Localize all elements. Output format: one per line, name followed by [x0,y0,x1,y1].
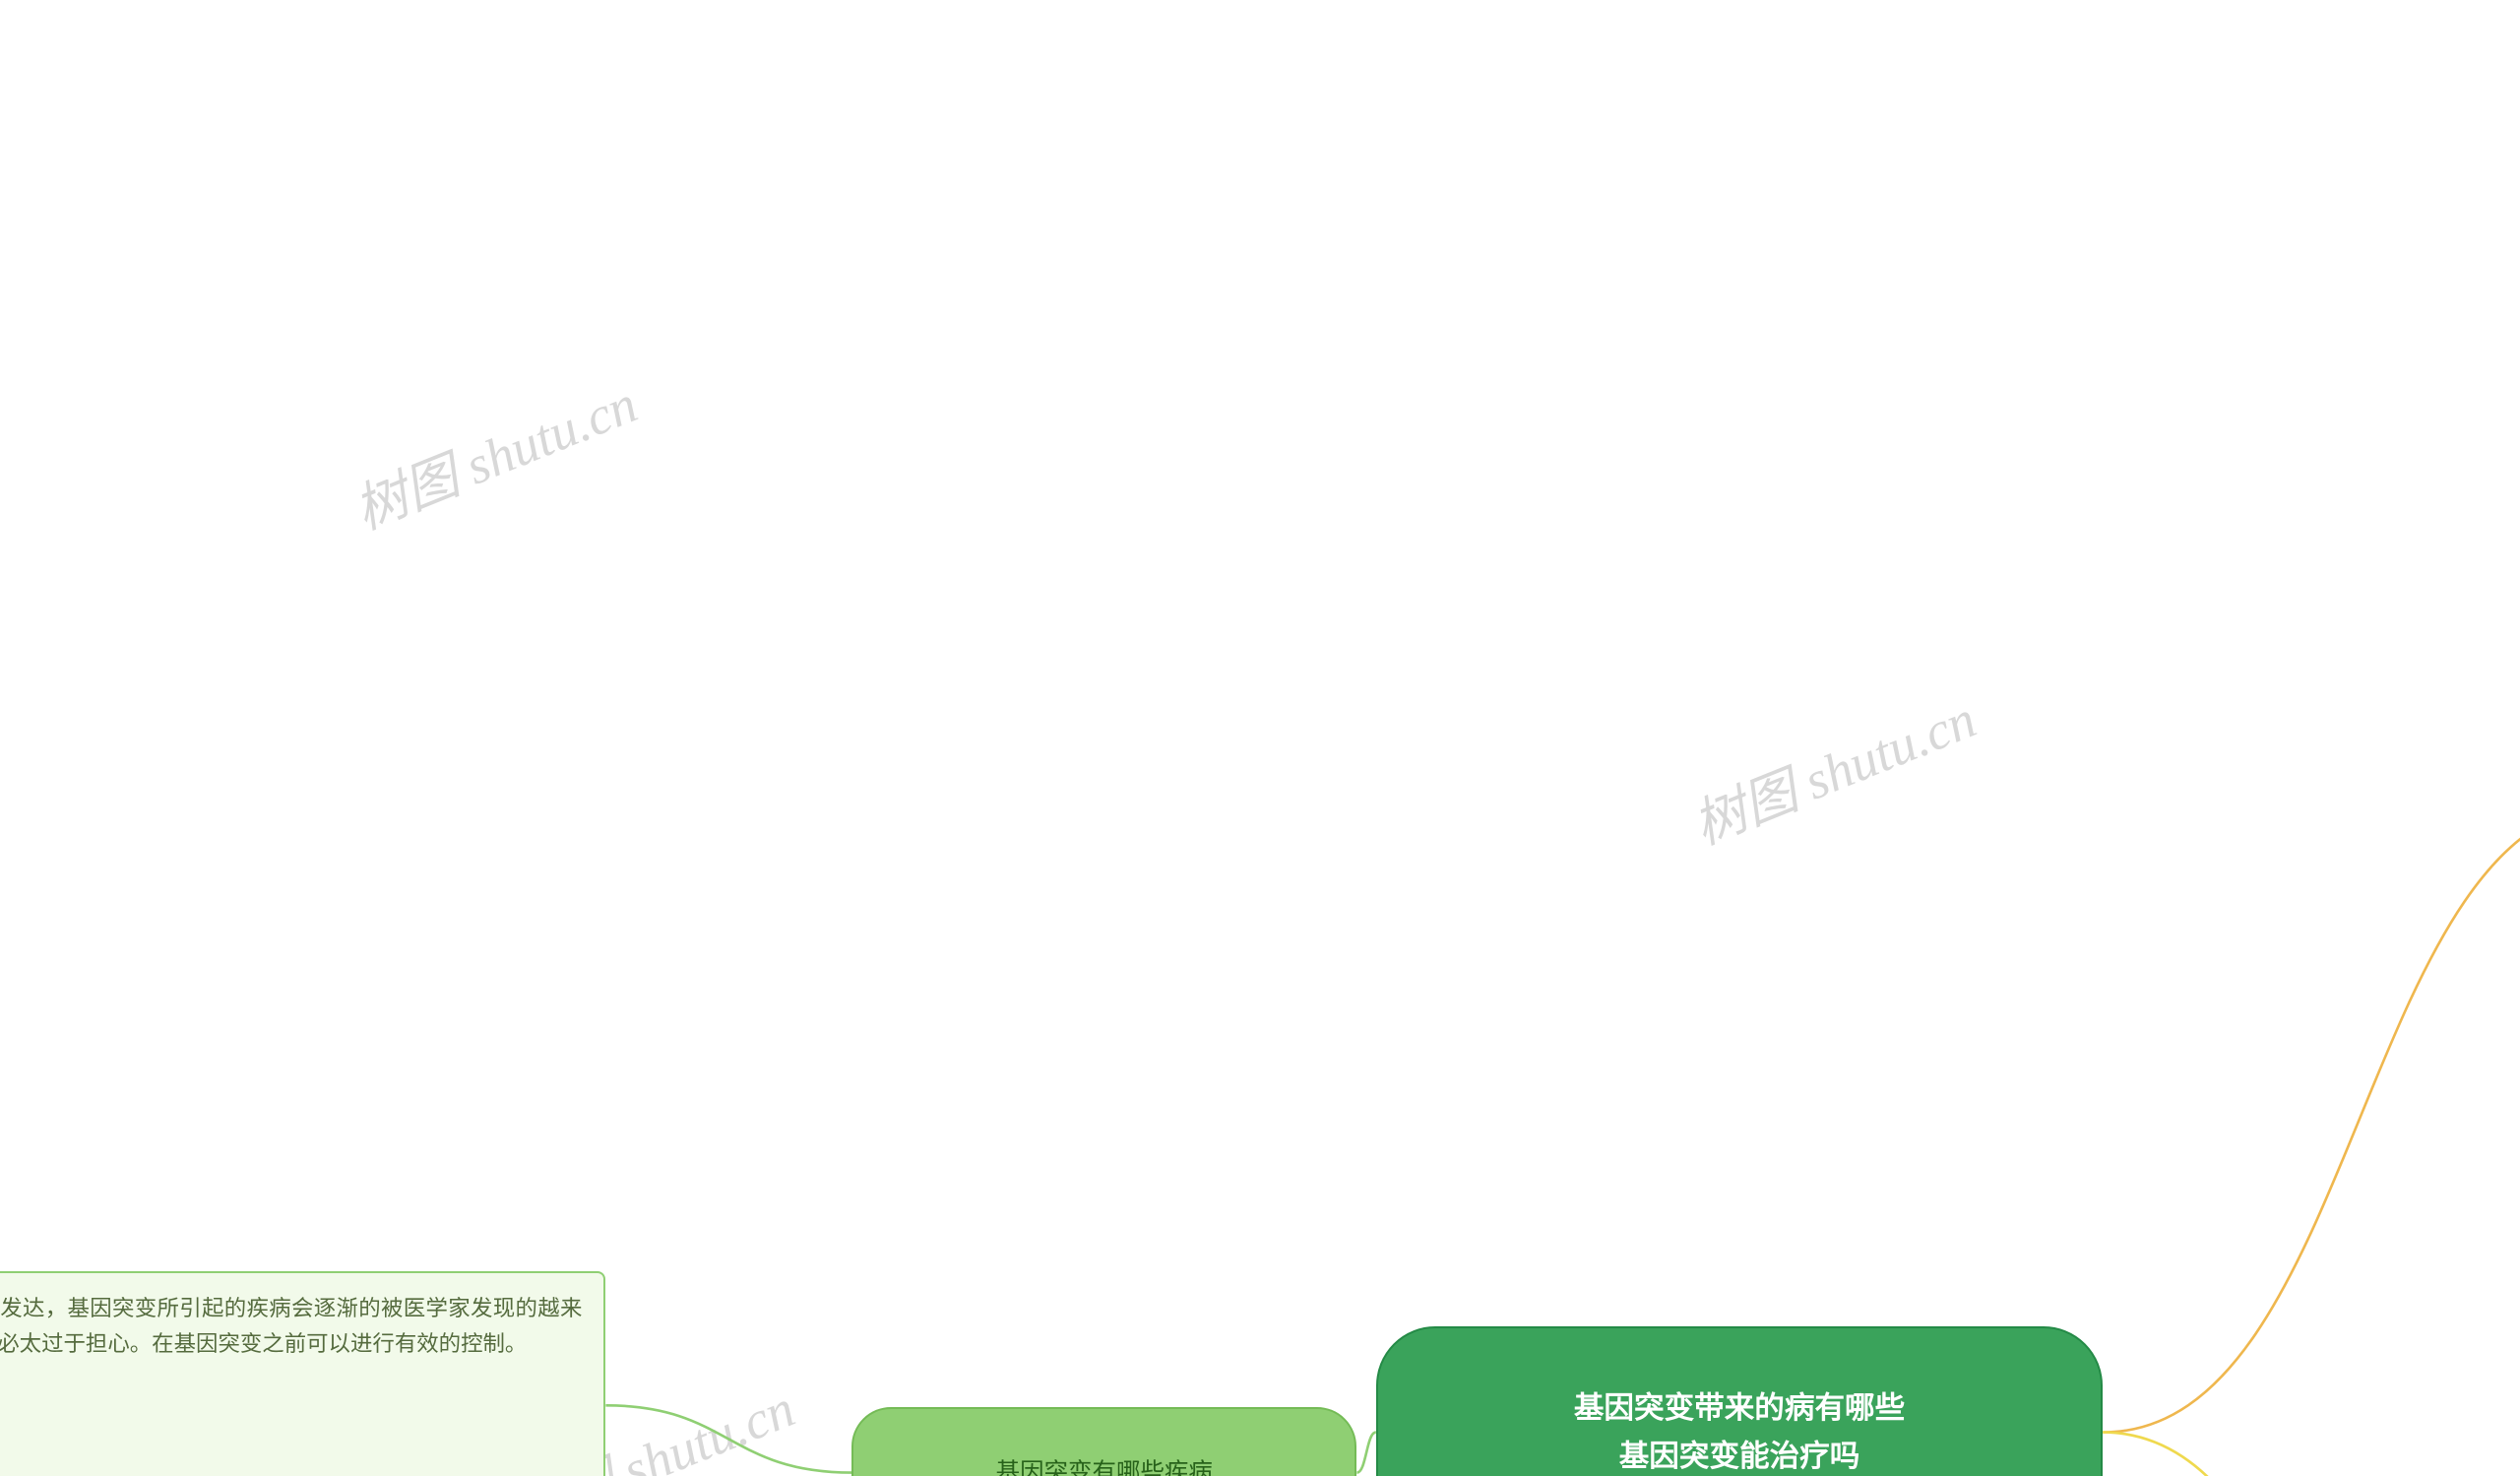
branch-diseases-label: 基因突变有哪些疾病 [996,1453,1213,1476]
root-node[interactable]: 基因突变带来的病有哪些 基因突变能治疗吗 [1376,1326,2103,1476]
root-line2: 基因突变能治疗吗 [1619,1433,1860,1476]
connector-layer [0,0,2520,1476]
mindmap-canvas: 树图 shutu.cn 树图 shutu.cn 树图 shutu.cn 基因突变… [0,0,2520,1476]
leaf-diseases-text[interactable]: 如今医学领域越来越发达，基因突变所引起的疾病会逐渐的被医学家发现的越来越多。但是… [0,1271,605,1476]
leaf-text: 如今医学领域越来越发达，基因突变所引起的疾病会逐渐的被医学家发现的越来越多。但是… [0,1296,582,1356]
root-line1: 基因突变带来的病有哪些 [1574,1384,1905,1433]
watermark: 树图 shutu.cn [1679,675,1985,860]
watermark: 树图 shutu.cn [341,360,647,545]
branch-diseases[interactable]: 基因突变有哪些疾病 [851,1407,1356,1476]
